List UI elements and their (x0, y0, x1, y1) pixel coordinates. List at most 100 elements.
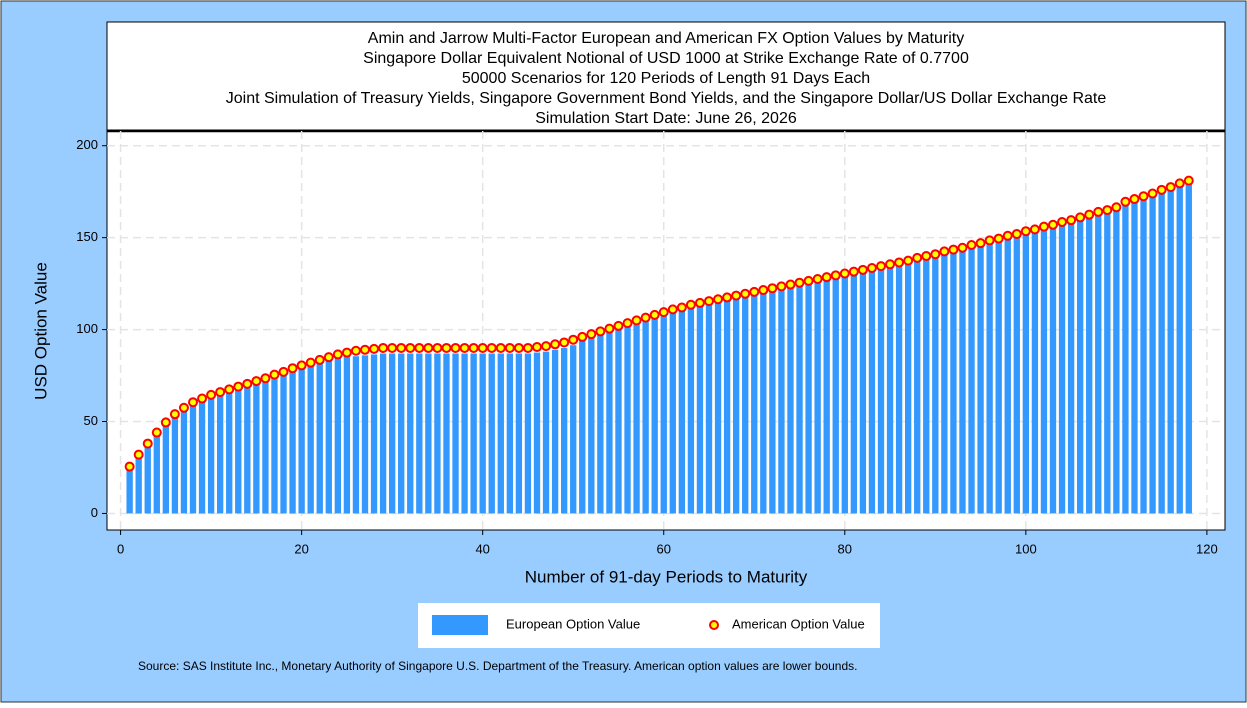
bar (696, 305, 704, 514)
marker (966, 240, 977, 250)
marker (821, 272, 832, 283)
marker (885, 259, 896, 270)
bar (914, 260, 921, 514)
bar (1113, 210, 1120, 514)
marker (278, 366, 289, 377)
bar (1022, 233, 1030, 514)
bar (823, 279, 830, 514)
x-tick-label: 40 (475, 541, 489, 556)
marker (124, 461, 135, 472)
bar (551, 349, 559, 514)
marker (740, 288, 751, 299)
bar (805, 283, 812, 514)
marker (450, 342, 461, 353)
bar (868, 270, 876, 514)
bar (1040, 229, 1048, 514)
x-tick-label: 60 (657, 541, 671, 556)
bar (769, 290, 776, 514)
bar (407, 353, 414, 514)
bar (316, 363, 323, 514)
bar (398, 353, 405, 514)
bar (959, 250, 966, 514)
marker (550, 339, 561, 350)
bar (624, 326, 631, 514)
bar (1086, 217, 1093, 514)
bar (307, 366, 314, 514)
bar (135, 457, 142, 514)
marker (341, 347, 352, 358)
bar (1140, 199, 1147, 514)
bar (280, 375, 287, 514)
bar (977, 245, 984, 514)
bar (244, 387, 251, 514)
marker (1075, 212, 1086, 223)
marker (206, 389, 217, 400)
bar (1122, 204, 1129, 514)
bar (904, 263, 912, 514)
x-tick-label: 80 (838, 541, 852, 556)
marker (1147, 188, 1158, 199)
marker (667, 304, 678, 315)
marker (903, 255, 914, 266)
bar (1131, 201, 1138, 514)
bar (162, 425, 170, 514)
marker (142, 438, 153, 449)
marker (930, 249, 941, 260)
y-tick-label: 200 (76, 137, 98, 152)
bar (434, 353, 441, 514)
y-tick-label: 0 (91, 505, 98, 520)
bar (660, 315, 667, 514)
marker (468, 342, 479, 353)
bar (379, 353, 387, 514)
chart-title: 50000 Scenarios for 120 Periods of Lengt… (462, 70, 870, 87)
marker (1084, 209, 1095, 220)
bar (615, 329, 622, 514)
bar (298, 369, 305, 514)
bar (470, 353, 477, 514)
marker (1156, 184, 1167, 195)
marker (993, 233, 1004, 244)
marker (758, 285, 769, 296)
marker (441, 342, 452, 353)
bar (1058, 224, 1066, 514)
marker (405, 342, 416, 353)
y-axis-label: USD Option Value (31, 262, 50, 400)
marker (233, 381, 244, 392)
marker (532, 342, 542, 353)
marker (1183, 175, 1194, 186)
bar (1185, 183, 1192, 514)
marker (1038, 221, 1049, 232)
marker (1020, 226, 1031, 237)
marker (414, 342, 425, 353)
bar (515, 353, 523, 514)
marker (857, 264, 868, 275)
marker (323, 352, 334, 363)
marker (649, 309, 660, 320)
bar (388, 353, 396, 514)
bar (886, 267, 894, 514)
bar (1104, 212, 1111, 514)
marker (586, 329, 597, 340)
marker (242, 378, 253, 389)
marker (459, 342, 470, 353)
bar (533, 352, 541, 514)
note: Source: SAS Institute Inc., Monetary Aut… (138, 659, 857, 673)
marker (812, 274, 823, 285)
marker (1002, 230, 1013, 241)
y-tick-label: 50 (84, 413, 98, 428)
bar (235, 390, 242, 514)
marker (767, 283, 778, 294)
bar (570, 345, 577, 514)
bar (932, 256, 939, 514)
marker (188, 397, 198, 408)
bar (1149, 196, 1156, 514)
bar (1031, 232, 1039, 514)
bar (144, 446, 151, 514)
marker (631, 315, 642, 326)
bar (995, 241, 1002, 514)
bar (1167, 189, 1174, 514)
marker (269, 369, 280, 380)
bar (850, 274, 858, 514)
marker (224, 384, 235, 395)
marker (866, 262, 877, 273)
